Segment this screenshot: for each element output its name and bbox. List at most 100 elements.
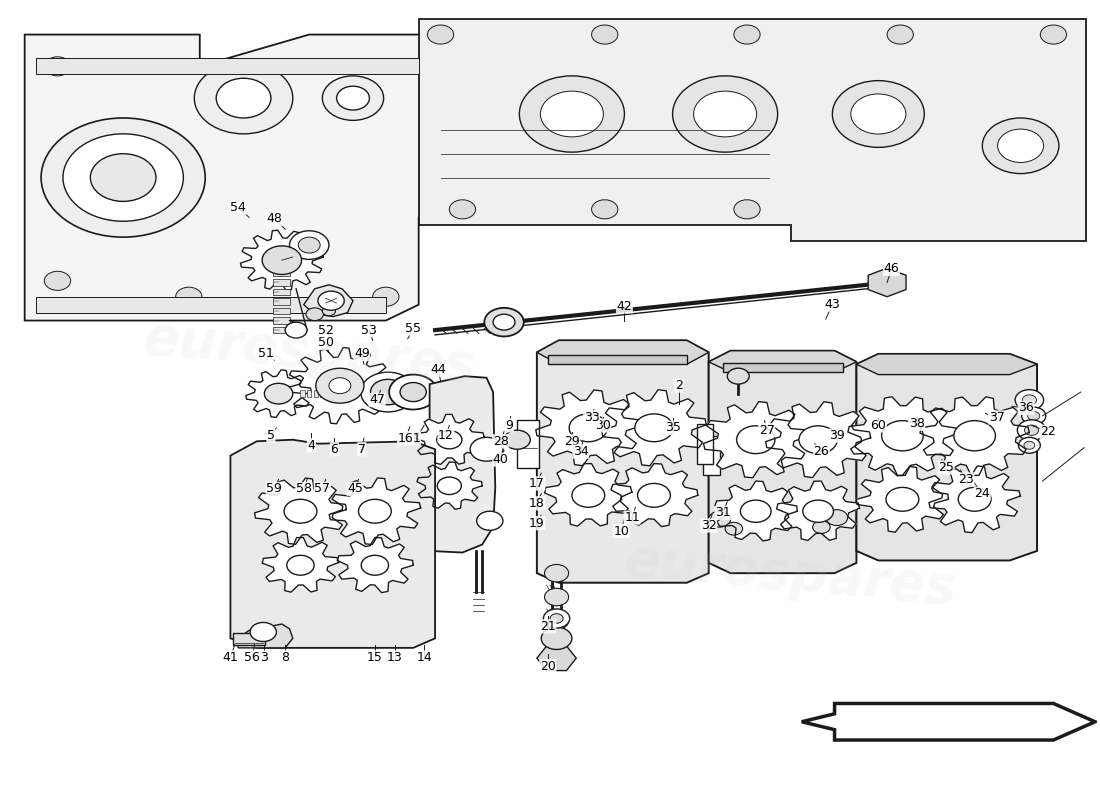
Text: 1: 1 — [412, 432, 420, 445]
Polygon shape — [802, 703, 1094, 740]
Text: 10: 10 — [613, 525, 629, 538]
Circle shape — [833, 81, 924, 147]
Polygon shape — [703, 436, 719, 475]
Polygon shape — [602, 390, 706, 466]
Text: 17: 17 — [529, 477, 544, 490]
Text: 32: 32 — [701, 519, 716, 532]
Polygon shape — [417, 462, 482, 510]
Circle shape — [44, 271, 70, 290]
Text: 57: 57 — [315, 482, 330, 495]
Circle shape — [285, 322, 307, 338]
Polygon shape — [241, 230, 323, 290]
Text: 3: 3 — [261, 651, 268, 664]
Circle shape — [289, 230, 329, 259]
Polygon shape — [857, 354, 1037, 374]
Text: 39: 39 — [829, 430, 845, 442]
Text: 24: 24 — [975, 487, 990, 500]
Text: 2: 2 — [675, 379, 683, 392]
Text: 20: 20 — [540, 660, 556, 673]
Bar — [327, 390, 331, 397]
Text: 40: 40 — [493, 453, 508, 466]
Text: 14: 14 — [416, 651, 432, 664]
Circle shape — [550, 614, 563, 623]
Text: 43: 43 — [825, 298, 840, 311]
Circle shape — [438, 477, 461, 494]
Text: 13: 13 — [387, 651, 403, 664]
Circle shape — [694, 91, 757, 137]
Text: 46: 46 — [883, 262, 900, 275]
Circle shape — [504, 430, 530, 450]
Text: 12: 12 — [438, 430, 454, 442]
Text: 18: 18 — [529, 497, 544, 510]
Polygon shape — [857, 466, 948, 532]
Circle shape — [592, 200, 618, 219]
Circle shape — [389, 374, 438, 410]
Polygon shape — [238, 624, 293, 648]
Circle shape — [337, 86, 370, 110]
Circle shape — [672, 76, 778, 152]
Polygon shape — [857, 354, 1037, 561]
Bar — [314, 390, 318, 397]
Bar — [35, 58, 419, 74]
Text: 59: 59 — [266, 482, 282, 495]
Circle shape — [44, 57, 70, 76]
Circle shape — [592, 25, 618, 44]
Circle shape — [1018, 420, 1046, 441]
Circle shape — [725, 522, 742, 535]
Bar — [273, 318, 289, 324]
Circle shape — [737, 426, 774, 454]
Circle shape — [803, 500, 834, 522]
Text: 42: 42 — [616, 300, 632, 313]
Circle shape — [734, 200, 760, 219]
Polygon shape — [287, 348, 393, 424]
Circle shape — [544, 588, 569, 606]
Polygon shape — [537, 646, 576, 670]
Bar — [696, 424, 713, 463]
Circle shape — [371, 379, 406, 405]
Circle shape — [329, 378, 351, 394]
Polygon shape — [415, 414, 484, 464]
Polygon shape — [304, 285, 353, 317]
Circle shape — [359, 499, 392, 523]
Text: 45: 45 — [348, 482, 363, 495]
Text: 25: 25 — [938, 461, 954, 474]
Polygon shape — [24, 34, 441, 321]
Polygon shape — [610, 463, 697, 526]
Circle shape — [240, 454, 251, 461]
Circle shape — [543, 609, 570, 628]
Bar — [273, 270, 289, 276]
Circle shape — [361, 555, 388, 575]
Circle shape — [1015, 390, 1044, 410]
Circle shape — [266, 385, 290, 402]
Circle shape — [311, 444, 333, 459]
Circle shape — [264, 383, 293, 404]
Circle shape — [982, 118, 1059, 174]
Circle shape — [850, 94, 906, 134]
Circle shape — [262, 246, 301, 274]
Text: 6: 6 — [330, 442, 339, 456]
Circle shape — [41, 118, 206, 237]
Circle shape — [541, 627, 572, 650]
Circle shape — [881, 421, 923, 451]
Circle shape — [266, 249, 297, 271]
Polygon shape — [704, 402, 808, 478]
Text: 56: 56 — [244, 651, 261, 664]
Circle shape — [289, 446, 311, 462]
Bar — [273, 327, 289, 334]
Text: 16: 16 — [398, 432, 414, 445]
Circle shape — [176, 287, 202, 306]
Circle shape — [298, 237, 320, 253]
Text: 26: 26 — [814, 445, 829, 458]
Circle shape — [306, 308, 323, 321]
Bar — [273, 289, 289, 295]
Circle shape — [1024, 442, 1035, 450]
Circle shape — [1022, 407, 1046, 425]
Polygon shape — [848, 397, 957, 475]
Text: 52: 52 — [318, 323, 333, 337]
Circle shape — [271, 450, 293, 465]
Polygon shape — [245, 370, 311, 418]
Polygon shape — [708, 350, 857, 573]
Circle shape — [317, 448, 328, 456]
Polygon shape — [544, 464, 631, 526]
Circle shape — [295, 450, 306, 458]
